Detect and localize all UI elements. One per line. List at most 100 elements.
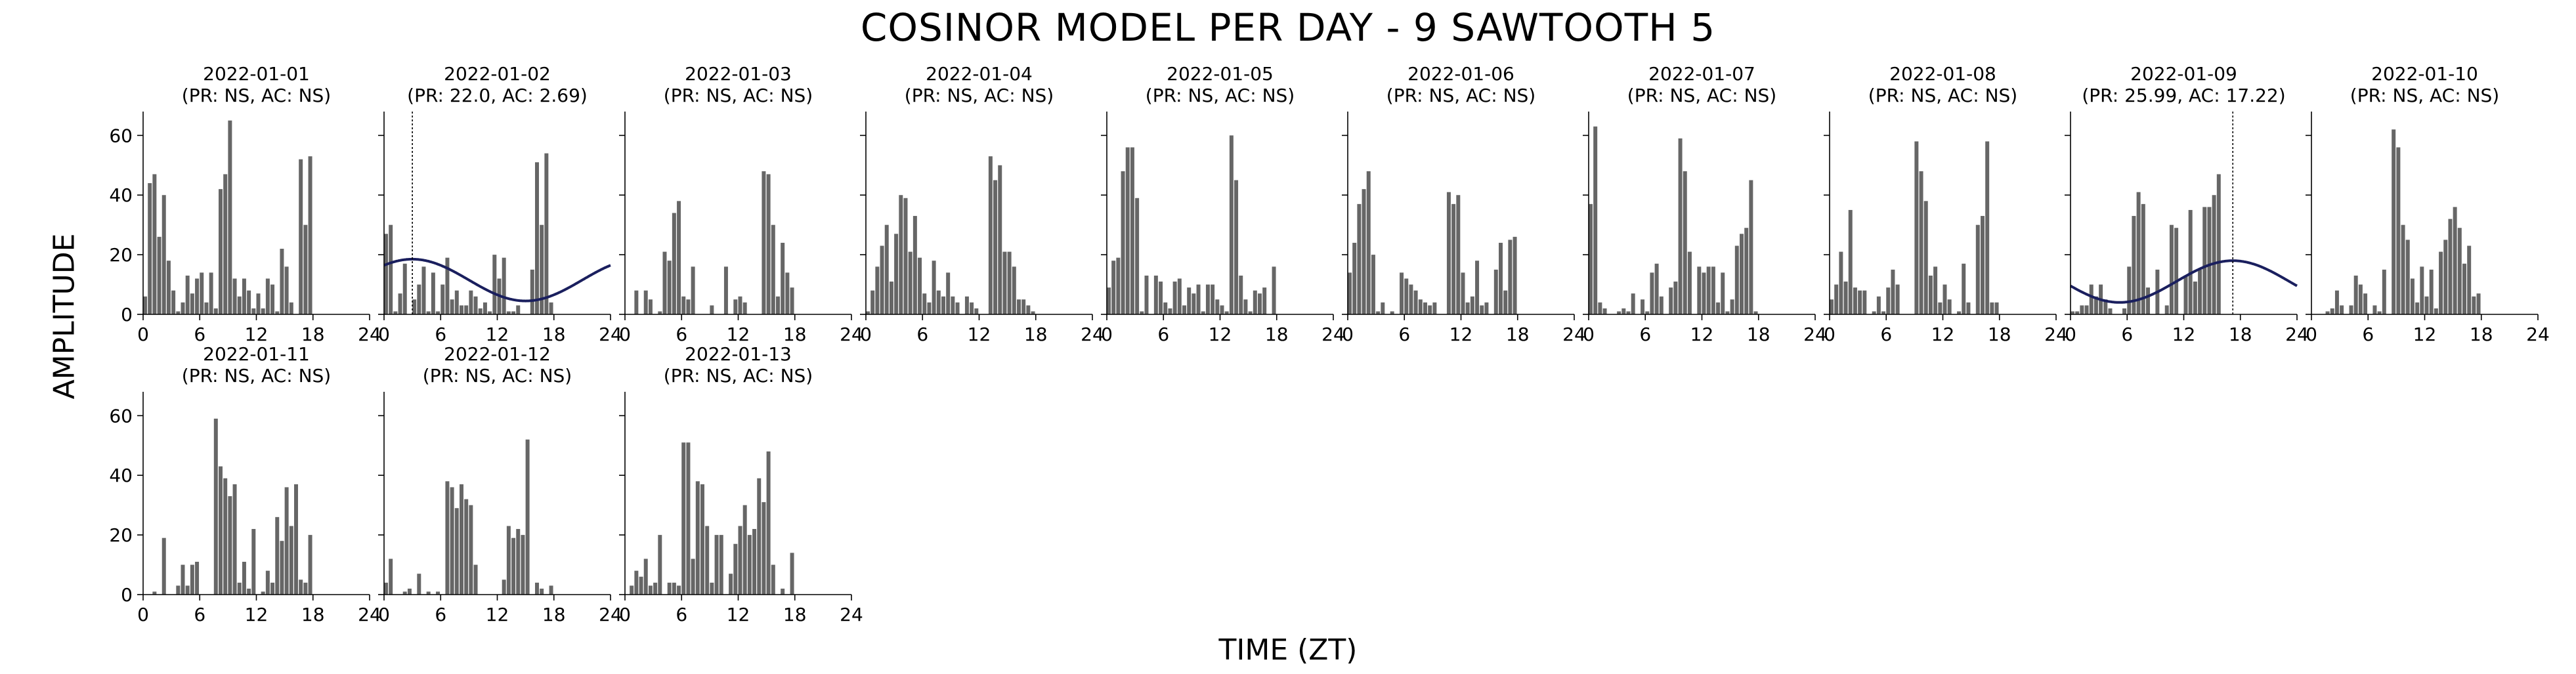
histogram-bar xyxy=(1848,209,1853,314)
x-tick-label: 12 xyxy=(2413,324,2437,345)
histogram-bar xyxy=(190,564,194,595)
histogram-bar xyxy=(1012,266,1016,314)
histogram-bar xyxy=(1914,141,1919,315)
histogram-bar xyxy=(1994,302,1999,314)
histogram-bar xyxy=(185,585,190,595)
histogram-bar xyxy=(964,296,969,314)
histogram-bar xyxy=(672,213,676,314)
x-tick-label: 6 xyxy=(916,324,928,345)
x-tick-label: 6 xyxy=(2362,324,2374,345)
x-tick-label: 6 xyxy=(194,604,205,625)
histogram-bar xyxy=(908,251,912,314)
x-tick-label: 0 xyxy=(619,604,631,625)
histogram-bar xyxy=(1744,228,1749,314)
x-tick-label: 24 xyxy=(2285,324,2309,345)
histogram-bar xyxy=(922,293,927,314)
histogram-bar xyxy=(927,302,932,314)
x-tick-label: 18 xyxy=(1024,324,1048,345)
histogram-bar xyxy=(2132,216,2136,314)
histogram-bar xyxy=(941,296,945,314)
x-tick-label: 24 xyxy=(358,604,381,625)
histogram-bar xyxy=(955,302,960,314)
histogram-bar xyxy=(658,311,662,314)
histogram-bar xyxy=(1111,261,1116,314)
histogram-bar xyxy=(1144,275,1149,314)
histogram-bar xyxy=(912,216,917,314)
histogram-bar xyxy=(1962,263,1966,314)
panel-stats-subtitle: (PR: 25.99, AC: 17.22) xyxy=(2082,85,2285,106)
histogram-bar xyxy=(1215,299,1220,314)
histogram-bar xyxy=(384,234,388,314)
x-tick-label: 0 xyxy=(1824,324,1835,345)
x-tick-label: 18 xyxy=(301,324,325,345)
histogram-bar xyxy=(228,496,232,595)
histogram-bar xyxy=(152,174,157,314)
histogram-bar xyxy=(1371,255,1375,314)
histogram-bar xyxy=(681,296,686,314)
x-tick-label: 0 xyxy=(2065,324,2076,345)
x-tick-label: 12 xyxy=(245,324,268,345)
x-tick-label: 18 xyxy=(1747,324,1771,345)
histogram-bar xyxy=(483,302,487,314)
histogram-bar xyxy=(251,308,256,314)
histogram-bar xyxy=(242,278,246,314)
histogram-bar xyxy=(426,591,431,595)
x-tick-label: 0 xyxy=(1101,324,1113,345)
histogram-bar xyxy=(1409,284,1413,314)
histogram-bar xyxy=(719,535,723,595)
histogram-bar xyxy=(771,564,775,595)
histogram-bar xyxy=(866,311,870,314)
histogram-bar xyxy=(2089,284,2093,314)
day-panel: 2022-01-08(PR: NS, AC: NS) 0 6 12 18 24 xyxy=(1824,63,2068,345)
histogram-bar xyxy=(993,180,998,314)
x-tick-label: 12 xyxy=(727,604,750,625)
histogram-bar xyxy=(2330,308,2334,314)
histogram-bar xyxy=(658,535,662,595)
x-tick-label: 0 xyxy=(619,324,631,345)
x-tick-label: 0 xyxy=(2306,324,2317,345)
histogram-bar xyxy=(1957,311,1962,314)
histogram-bar xyxy=(1650,272,1654,314)
x-tick-label: 18 xyxy=(783,604,807,625)
histogram-bar xyxy=(776,296,780,314)
histogram-bar xyxy=(653,582,658,595)
day-panel: 2022-01-07(PR: NS, AC: NS) 0 6 12 18 24 xyxy=(1583,63,1827,345)
histogram-bar xyxy=(1196,284,1201,314)
histogram-bar xyxy=(2429,269,2434,314)
histogram-bar xyxy=(2349,305,2353,314)
x-tick-label: 18 xyxy=(2229,324,2252,345)
panel-stats-subtitle: (PR: NS, AC: NS) xyxy=(1868,85,2017,106)
histogram-bar xyxy=(1484,302,1489,314)
histogram-bar xyxy=(398,293,402,314)
histogram-bar xyxy=(284,487,289,595)
histogram-bar xyxy=(544,153,549,314)
x-tick-label: 6 xyxy=(676,324,687,345)
histogram-bar xyxy=(691,558,695,595)
histogram-bar xyxy=(445,257,450,314)
histogram-bar xyxy=(1895,284,1900,314)
histogram-bar xyxy=(530,269,534,314)
histogram-bar xyxy=(1362,189,1366,314)
histogram-bar xyxy=(289,302,293,314)
histogram-bar xyxy=(762,171,766,314)
x-tick-label: 0 xyxy=(860,324,872,345)
histogram-bar xyxy=(516,305,521,314)
histogram-bar xyxy=(648,299,653,314)
x-tick-label: 0 xyxy=(137,604,149,625)
histogram-bar xyxy=(1125,147,1130,314)
day-panel: 2022-01-04(PR: NS, AC: NS) 0 6 12 18 24 xyxy=(860,63,1104,345)
y-tick-label: 0 xyxy=(121,584,133,606)
histogram-bar xyxy=(1220,305,1224,314)
histogram-bar xyxy=(2093,296,2098,314)
histogram-bar xyxy=(1943,284,1947,314)
panel-date-title: 2022-01-02 xyxy=(444,63,551,85)
histogram-bar xyxy=(549,302,553,314)
x-tick-label: 0 xyxy=(1342,324,1354,345)
histogram-bar xyxy=(1017,299,1021,314)
histogram-bar xyxy=(951,296,955,314)
histogram-bar xyxy=(1177,278,1182,314)
x-tick-label: 24 xyxy=(1562,324,1586,345)
histogram-bar xyxy=(2434,308,2438,314)
histogram-bar xyxy=(1981,216,1985,314)
